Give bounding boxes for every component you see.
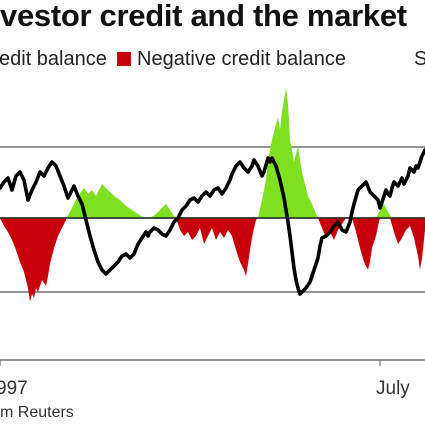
- x-tick-label-1: July: [376, 378, 410, 399]
- legend-swatch-negative: [117, 52, 131, 66]
- legend-item-positive: edit balance: [0, 48, 107, 71]
- positive-area-1: [150, 204, 178, 218]
- positive-area-2: [258, 88, 318, 218]
- negative-area-3: [352, 218, 380, 270]
- x-tick-label-0: 997: [0, 378, 28, 399]
- positive-area-3: [376, 204, 392, 218]
- negative-area-0: [0, 218, 66, 302]
- legend-label-negative: Negative credit balance: [137, 48, 347, 70]
- market-line: [0, 148, 425, 296]
- legend-item-negative: Negative credit balance: [117, 48, 346, 71]
- negative-area-1: [176, 218, 258, 276]
- source-note: m Reuters: [0, 404, 74, 421]
- negative-area-4: [390, 218, 425, 270]
- legend-label-market: S: [414, 48, 425, 70]
- legend: edit balance Negative credit balance S: [0, 48, 425, 74]
- chart-title: vestor credit and the market: [0, 0, 407, 33]
- chart-market-line: [0, 148, 425, 296]
- legend-label-positive: edit balance: [0, 48, 107, 70]
- positive-area-0: [66, 184, 144, 218]
- legend-item-market: S: [414, 48, 425, 71]
- chart-x-axis: 997 July: [0, 359, 425, 399]
